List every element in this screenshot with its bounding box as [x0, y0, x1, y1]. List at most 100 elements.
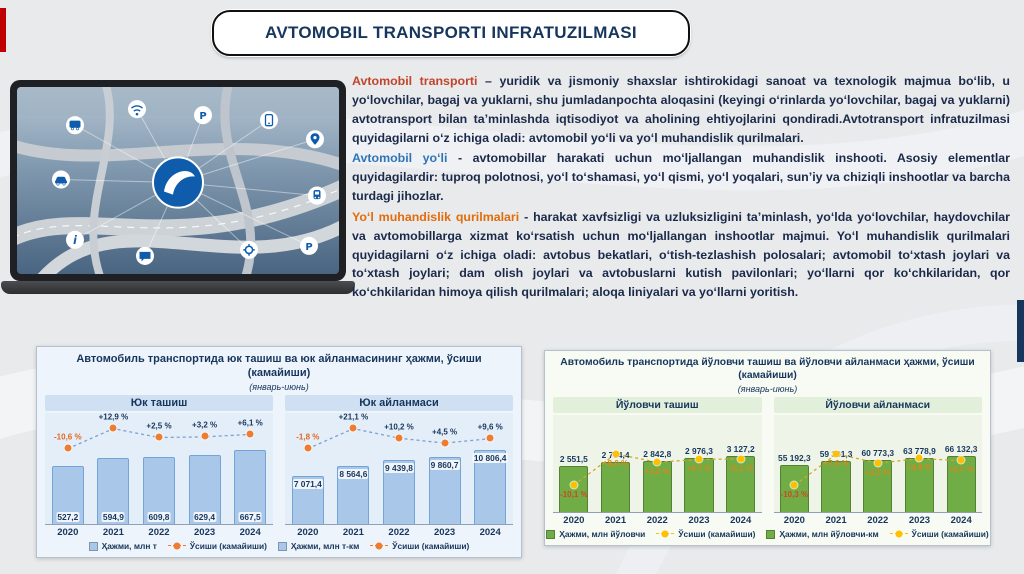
year-label: 2024	[950, 515, 972, 526]
bar-value: 7 071,4	[292, 478, 323, 489]
growth-dot	[957, 456, 965, 464]
bar-cell: 594,9	[91, 413, 137, 524]
chart-group: Йўловчи ташиш 2 551,5 2 754,4 2 842,8 2 976,…	[553, 396, 762, 526]
year-label: 2020	[297, 527, 319, 538]
bars-row: 7 071,4 8 564,6 9 439,8 9 860,7 10 806,4	[285, 413, 513, 524]
paragraph-engineering: Yoʻl muhandislik qurilmalari - harakat x…	[352, 208, 1010, 302]
legend-item: Ҳажми, млн йўловчи-км	[766, 529, 879, 539]
bar-cell: 609,8	[136, 413, 182, 524]
phone-icon	[260, 111, 278, 130]
legend-label: Ўсиши (камайиши)	[911, 529, 989, 539]
growth-dot	[874, 459, 882, 467]
year-label: 2023	[434, 527, 456, 538]
legend-item: Ҳажми, млн йўловчи	[546, 529, 645, 539]
group-plot: 527,2 594,9 609,8 629,4 667,5 -10,6 % +12,9 % +…	[45, 412, 273, 524]
bar-value: 2 551,5	[559, 453, 588, 464]
paragraph-text: - harakat xavfsizligi va uzluksizligini …	[352, 209, 1011, 300]
legend-label: Ўсиши (камайиши)	[392, 541, 470, 551]
bar-cell: 629,4	[182, 413, 228, 524]
laptop-screen: P i P	[10, 80, 346, 281]
legend-dot-swatch	[167, 542, 186, 551]
group-header: Юк айланмаси	[285, 394, 513, 411]
growth-label: +21,1 %	[338, 412, 369, 422]
year-label: 2020	[563, 515, 585, 526]
bar: 8 564,6	[337, 465, 370, 524]
bar-value: 3 127,2	[726, 443, 755, 454]
bar-value: 609,8	[147, 512, 171, 522]
growth-dot	[832, 450, 840, 458]
year-label: 2021	[604, 515, 627, 526]
bar-cell: 2 551,5	[553, 415, 595, 512]
page-title: AVTOMOBIL TRANSPORTI INFRATUZILMASI	[265, 23, 637, 42]
bar-value: 63 778,9	[903, 445, 936, 456]
growth-label: +8,0 %	[602, 458, 629, 468]
bar-value: 9 860,7	[429, 459, 460, 470]
years-row: 2020 2021 2022 2023 2024	[285, 524, 513, 538]
bar-cell: 667,5	[227, 413, 273, 524]
growth-dot	[201, 432, 209, 440]
bar: 7 071,4	[291, 475, 324, 524]
chart-group: Юк ташиш 527,2 594,9 609,8 629,4 667,5 -10,6 %…	[45, 394, 273, 538]
growth-label: +4,7 %	[686, 464, 712, 474]
year-label: 2023	[908, 515, 931, 526]
bars-row: 2 551,5 2 754,4 2 842,8 2 976,3 3 127,2	[553, 415, 762, 512]
bar-value: 66 132,3	[944, 443, 978, 454]
legend-item: Ўсиши (камайиши)	[370, 541, 469, 551]
bar: 527,2	[51, 465, 84, 524]
logo-swoosh	[152, 156, 204, 209]
chart-subtitle: (январь-июнь)	[249, 381, 309, 392]
bar-cell: 527,2	[45, 413, 91, 524]
bar-value: 2 842,8	[643, 448, 672, 459]
legend-swatch	[546, 529, 556, 539]
growth-dot	[612, 450, 620, 458]
growth-dot	[109, 424, 117, 432]
year-label: 2022	[646, 515, 668, 526]
legend-swatch	[277, 541, 287, 551]
growth-dot	[246, 430, 254, 438]
growth-dot	[486, 434, 494, 442]
paragraph-road: Avtomobil yoʻli - avtomobillar harakati …	[352, 149, 1010, 206]
bar-cell: 8 564,6	[331, 413, 377, 524]
chart-title: Автомобиль транспортида юк ташиш ва юк а…	[76, 353, 482, 379]
year-label: 2022	[867, 515, 889, 526]
growth-dot	[790, 481, 798, 489]
years-row: 2020 2021 2022 2023 2024	[45, 524, 273, 538]
years-row: 2020 2021 2022 2023 2024	[553, 512, 762, 526]
paragraph-text: – yuridik va jismoniy shaxslar ishtiroki…	[352, 74, 1010, 145]
growth-label: +2,5 %	[146, 421, 172, 431]
bar-cell: 7 071,4	[285, 413, 331, 524]
legend-label: Ўсиши (камайиши)	[678, 529, 756, 539]
lead-avtomobil-transporti: Avtomobil transporti	[352, 74, 478, 88]
bar	[821, 461, 851, 512]
bar	[779, 464, 809, 512]
bar-cell: 9 860,7	[422, 413, 468, 524]
legend-item: Ўсиши (камайиши)	[656, 529, 755, 539]
bar: 629,4	[188, 454, 221, 524]
legend-dot-swatch	[656, 530, 675, 539]
bar: 9 860,7	[428, 456, 461, 524]
freight-chart: Автомобиль транспортида юк ташиш ва юк а…	[36, 346, 522, 558]
svg-text:P: P	[305, 242, 312, 253]
bar	[559, 465, 589, 512]
chart-legend: Ҳажми, млн т Ўсиши (камайиши) Ҳажми, млн т…	[45, 538, 513, 551]
growth-dot	[737, 455, 745, 463]
chart-subtitle: (январь-июнь)	[737, 383, 798, 394]
title-box: AVTOMOBIL TRANSPORTI INFRATUZILMASI	[212, 10, 690, 56]
location-pin-icon	[306, 130, 324, 149]
years-row: 2020 2021 2022 2023 2024	[773, 512, 982, 526]
chart-group: Йўловчи айланмаси 55 192,3 59 391,3 60 773,…	[773, 396, 982, 526]
legend-item: Ўсиши (камайиши)	[889, 529, 989, 539]
chart-groups: Юк ташиш 527,2 594,9 609,8 629,4 667,5 -10,6 %…	[45, 394, 513, 538]
bus-icon	[66, 116, 84, 135]
legend-dot-swatch	[370, 542, 389, 551]
bar-cell: 2 842,8	[636, 415, 678, 512]
bar-value: 527,2	[56, 512, 80, 522]
svg-text:i: i	[73, 234, 77, 247]
bar-value: 9 439,8	[384, 462, 414, 473]
legend-label: Ҳажми, млн т-км	[290, 541, 360, 551]
growth-label: +3,2 %	[192, 421, 218, 431]
growth-dot	[395, 434, 403, 442]
group-header: Йўловчи ташиш	[553, 396, 762, 413]
legend-item: Ҳажми, млн т	[88, 541, 157, 551]
